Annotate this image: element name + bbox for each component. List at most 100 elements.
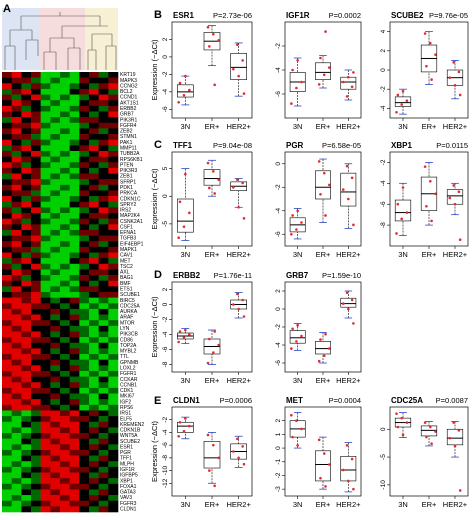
heatmap-cell [31,224,41,231]
heatmap-cell [31,410,41,417]
heatmap-cell [89,370,99,377]
heatmap-cell [79,382,90,389]
heatmap-cell [2,229,12,236]
heatmap-cell [60,269,70,276]
gene-label: PIK3CB [120,332,138,338]
box [203,169,221,186]
heatmap-cell [98,433,109,439]
heatmap-cell [89,472,99,479]
heatmap-cell [11,506,22,513]
heatmap-cell [98,173,109,180]
heatmap-cell [79,246,90,253]
y-tick-label: 0 [380,427,387,431]
heatmap-cell [2,201,12,208]
data-point [345,164,349,168]
heatmap-cell [2,88,12,95]
heatmap-cell [40,506,51,513]
data-point [319,476,322,480]
heatmap-cell [98,128,109,135]
heatmap-cell [31,444,41,451]
heatmap-cell [31,292,41,298]
heatmap-cell [79,162,90,169]
heatmap-cell [50,280,61,287]
heatmap-cell [31,461,41,468]
heatmap-cell [31,88,41,95]
heatmap-cell [11,483,22,490]
heatmap-cell [11,201,22,208]
heatmap-cell [60,201,70,208]
heatmap-cell [69,269,80,276]
gene-label: CCNB1 [120,382,137,388]
heatmap-cell [2,337,12,344]
heatmap-cell [108,162,119,169]
heatmap-cell [31,376,41,383]
heatmap-cell [21,258,32,265]
heatmap-cell [11,342,22,349]
heatmap-cell [89,354,99,360]
data-point [182,336,186,339]
gene-label: IGF2 [120,399,131,405]
data-point [241,445,244,448]
heatmap-cell [79,348,90,355]
data-point [182,225,186,228]
heatmap-cell [40,320,51,327]
box-plot: ERBB2 P=1.76e-11 Expression (−ΔCt)-8 -6 -4 -2… [150,271,253,385]
heatmap-cell [108,286,119,293]
data-point [213,330,216,333]
heatmap-cell [69,218,80,225]
heatmap-cell [98,421,109,428]
data-point [184,172,187,176]
y-tick-label: -4 [162,429,169,435]
heatmap-cell [69,376,80,383]
heatmap-cell [69,421,80,428]
data-point [213,192,216,195]
heatmap-cell [21,416,32,423]
data-point [319,56,322,60]
heatmap-cell [60,229,70,236]
gene-label: PTEN [120,162,134,168]
heatmap-cell [60,111,70,118]
heatmap-cell [89,337,99,344]
heatmap-cell [50,83,61,90]
heatmap-cell [40,280,51,287]
data-point [242,315,246,318]
heatmap-cell [2,466,12,473]
heatmap-cell [108,506,119,513]
heatmap-cell [2,263,12,270]
heatmap-cell [21,382,32,389]
data-point [429,41,432,45]
heatmap-cell [2,314,12,321]
y-tick-label: -6 [275,360,282,366]
heatmap-cell [60,122,70,129]
heatmap-cell [11,105,22,112]
heatmap-cell [79,190,90,197]
heatmap-cell [50,314,61,321]
data-point [347,307,350,311]
heatmap-cell [60,308,70,315]
heatmap-cell [11,314,22,321]
heatmap-cell [2,241,12,248]
heatmap-cell [50,489,61,496]
heatmap-cell [40,94,51,101]
heatmap-cell [60,320,70,327]
dendrogram [2,8,118,70]
data-point [237,307,240,311]
heatmap-cell [60,156,70,163]
heatmap-cell [98,150,109,157]
data-point [237,74,240,78]
heatmap-cell [108,483,119,490]
heatmap-cell [11,472,22,479]
heatmap-cell [60,94,70,101]
plot-title: SCUBE2 [391,11,424,20]
heatmap-cell [60,150,70,157]
data-point [242,217,246,220]
gene-label: ESR1 [120,444,133,450]
heatmap-cell [79,489,90,496]
data-point [430,442,433,446]
heatmap-cell [21,421,32,428]
heatmap-cell [2,196,12,203]
gene-label: EIF4EBP1 [120,241,144,247]
heatmap-cell [79,461,90,468]
heatmap-cell [11,252,22,259]
gene-label: SCUBE2 [120,439,140,445]
